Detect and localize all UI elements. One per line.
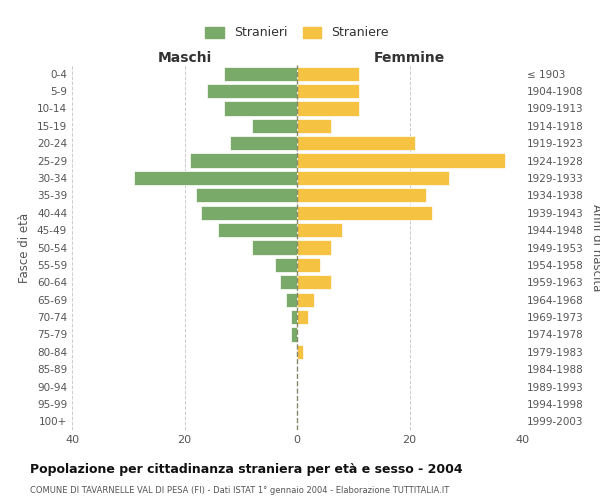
Bar bbox=[297, 310, 308, 324]
Bar bbox=[202, 206, 297, 220]
Bar bbox=[297, 240, 331, 254]
Bar bbox=[134, 171, 297, 185]
Y-axis label: Anni di nascita: Anni di nascita bbox=[590, 204, 600, 291]
Text: Femmine: Femmine bbox=[374, 51, 445, 65]
Bar bbox=[297, 171, 449, 185]
Bar bbox=[297, 223, 342, 237]
Bar bbox=[224, 102, 297, 116]
Bar bbox=[297, 292, 314, 307]
Text: Maschi: Maschi bbox=[157, 51, 212, 65]
Bar bbox=[275, 258, 297, 272]
Text: COMUNE DI TAVARNELLE VAL DI PESA (FI) - Dati ISTAT 1° gennaio 2004 - Elaborazion: COMUNE DI TAVARNELLE VAL DI PESA (FI) - … bbox=[30, 486, 449, 495]
Bar bbox=[297, 136, 415, 150]
Bar bbox=[297, 258, 320, 272]
Bar bbox=[286, 292, 297, 307]
Bar bbox=[297, 154, 505, 168]
Y-axis label: Fasce di età: Fasce di età bbox=[19, 212, 31, 282]
Bar bbox=[280, 275, 297, 289]
Bar bbox=[297, 66, 359, 81]
Bar bbox=[297, 344, 302, 359]
Bar bbox=[252, 240, 297, 254]
Bar bbox=[252, 118, 297, 133]
Bar bbox=[297, 275, 331, 289]
Bar bbox=[297, 84, 359, 98]
Bar bbox=[218, 223, 297, 237]
Bar bbox=[229, 136, 297, 150]
Bar bbox=[190, 154, 297, 168]
Bar bbox=[297, 118, 331, 133]
Text: Popolazione per cittadinanza straniera per età e sesso - 2004: Popolazione per cittadinanza straniera p… bbox=[30, 462, 463, 475]
Bar bbox=[224, 66, 297, 81]
Bar bbox=[207, 84, 297, 98]
Bar bbox=[297, 188, 427, 202]
Bar bbox=[196, 188, 297, 202]
Bar bbox=[292, 328, 297, 342]
Legend: Stranieri, Straniere: Stranieri, Straniere bbox=[199, 20, 395, 46]
Bar bbox=[297, 206, 432, 220]
Bar bbox=[297, 102, 359, 116]
Bar bbox=[292, 310, 297, 324]
